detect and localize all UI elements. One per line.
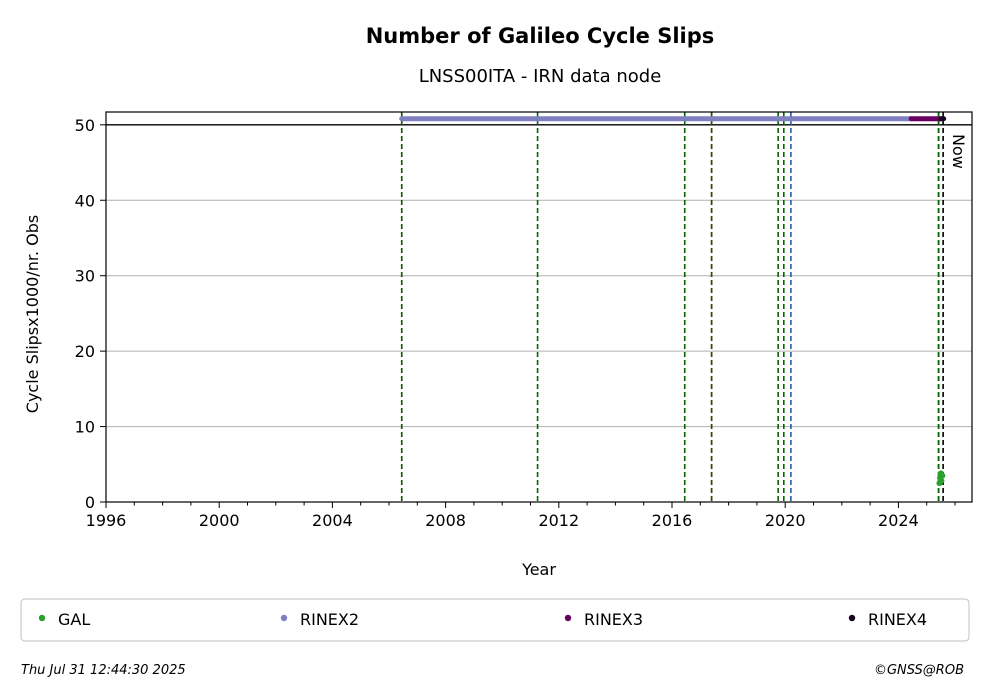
legend-label: GAL bbox=[58, 610, 90, 629]
chart-subtitle: LNSS00ITA - IRN data node bbox=[419, 66, 662, 87]
legend-label: RINEX2 bbox=[300, 610, 359, 629]
legend-box bbox=[20, 598, 970, 642]
x-axis-label: Year bbox=[521, 560, 556, 579]
x-tick-label: 2008 bbox=[425, 511, 466, 530]
legend-label: RINEX3 bbox=[584, 610, 643, 629]
x-tick-label: 2020 bbox=[765, 511, 806, 530]
footer-timestamp: Thu Jul 31 12:44:30 2025 bbox=[21, 663, 186, 678]
x-tick-label: 2000 bbox=[199, 511, 240, 530]
legend: GAL RINEX2 RINEX3 RINEX4 bbox=[38, 610, 927, 629]
chart-title: Number of Galileo Cycle Slips bbox=[366, 24, 715, 48]
grid bbox=[106, 124, 972, 428]
legend-label: RINEX4 bbox=[868, 610, 927, 629]
y-tick-label: 50 bbox=[75, 116, 95, 135]
data-point bbox=[938, 477, 945, 484]
x-tick-label: 2012 bbox=[538, 511, 579, 530]
x-tick-label: 1996 bbox=[86, 511, 127, 530]
legend-marker bbox=[564, 614, 572, 622]
y-tick-label: 0 bbox=[85, 493, 95, 512]
x-tick-label: 2004 bbox=[312, 511, 353, 530]
y-axis-label: Cycle Slipsx1000/nr. Obs bbox=[23, 215, 42, 413]
x-axis: 1996 2000 2004 2008 2012 2016 2020 2024 bbox=[86, 502, 956, 530]
y-tick-label: 10 bbox=[75, 418, 95, 437]
event-lines bbox=[400, 112, 944, 502]
legend-marker bbox=[280, 614, 288, 622]
x-tick-label: 2024 bbox=[878, 511, 919, 530]
data-point bbox=[939, 472, 946, 479]
y-tick-label: 40 bbox=[75, 191, 95, 210]
now-label: Now bbox=[949, 134, 968, 169]
data-series bbox=[399, 116, 947, 487]
legend-marker bbox=[38, 614, 46, 622]
y-axis: 0 10 20 30 40 50 bbox=[75, 116, 106, 512]
plot-frame bbox=[105, 111, 973, 503]
y-tick-label: 20 bbox=[75, 342, 95, 361]
y-tick-label: 30 bbox=[75, 267, 95, 286]
series-gal bbox=[936, 470, 946, 487]
legend-marker bbox=[848, 614, 856, 622]
x-tick-label: 2016 bbox=[652, 511, 693, 530]
footer-credit: ©GNSS@ROB bbox=[874, 663, 964, 678]
